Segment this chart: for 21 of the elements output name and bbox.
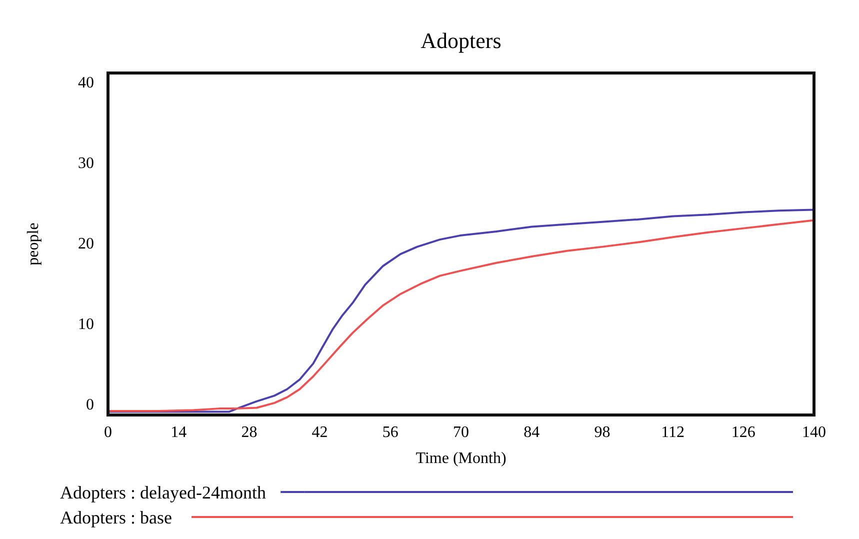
x-tick-label: 42 — [312, 424, 328, 441]
y-tick-label: 10 — [78, 316, 94, 333]
x-tick-label: 14 — [170, 424, 187, 441]
x-tick-label: 112 — [661, 424, 685, 441]
y-tick-label: 30 — [78, 154, 94, 172]
legend-label: Adopters : base — [60, 507, 172, 528]
x-axis-title: Time (Month) — [416, 450, 506, 467]
x-tick-label: 126 — [731, 424, 756, 441]
x-tick-label: 70 — [453, 424, 469, 441]
x-tick-label: 28 — [241, 424, 258, 441]
y-axis-title: people — [25, 222, 42, 266]
y-tick-label: 0 — [86, 396, 94, 414]
x-tick-label: 0 — [104, 424, 112, 441]
chart-title: Adopters — [420, 28, 502, 53]
x-tick-label: 98 — [594, 424, 610, 441]
legend-label: Adopters : delayed-24month — [60, 482, 266, 502]
x-tick-label: 56 — [382, 424, 398, 441]
x-tick-label: 84 — [524, 424, 540, 441]
x-tick-label: 140 — [802, 424, 826, 441]
y-tick-label: 20 — [78, 235, 94, 252]
y-tick-label: 40 — [78, 74, 94, 92]
